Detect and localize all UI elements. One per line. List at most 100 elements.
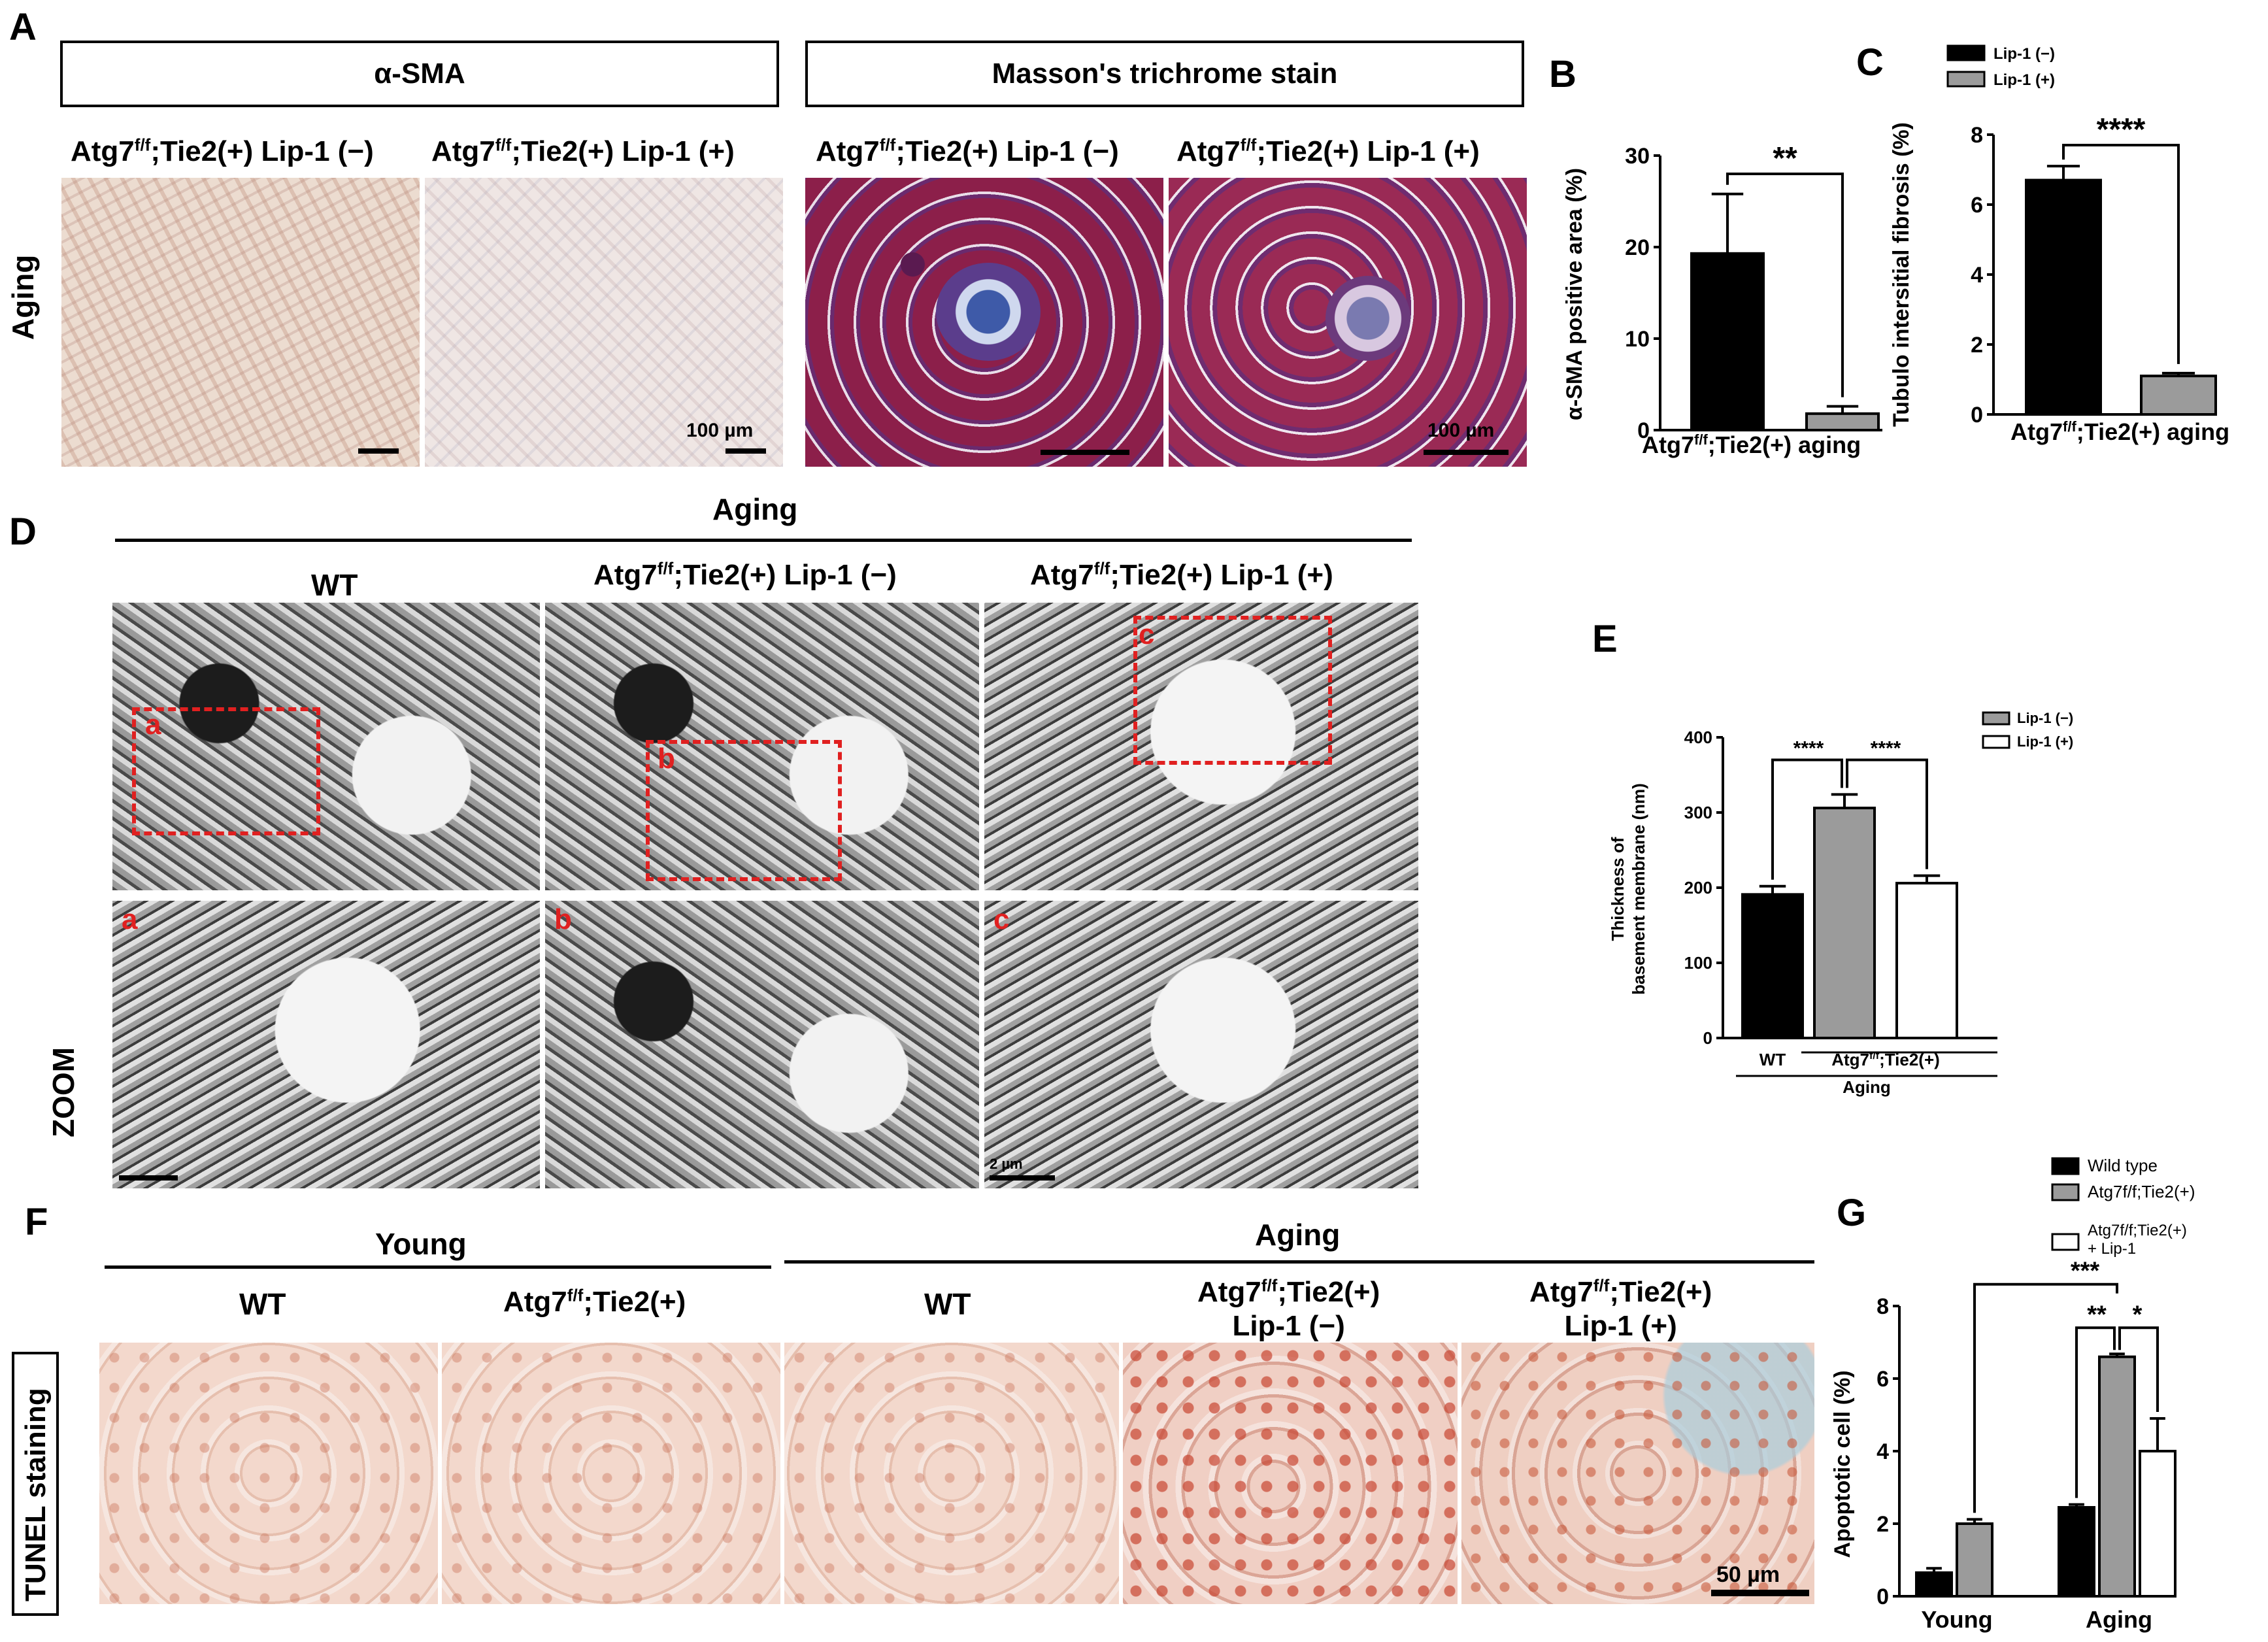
significance-bracket — [2062, 144, 2180, 364]
d-zoom-c: c 2 µm — [984, 901, 1418, 1188]
y-axis-label: Apoptotic cell (%) — [1830, 1370, 1855, 1558]
d-em-lip-plus: c — [984, 603, 1418, 890]
b-xlabel: Atg7f/f;Tie2(+) aging — [1642, 431, 1861, 458]
legend-swatch — [1982, 711, 2010, 726]
legend-label: Lip-1 (−) — [1993, 45, 2055, 63]
y-tick-label: 100 — [1684, 953, 1712, 973]
legend-label: Lip-1 (−) — [2017, 710, 2073, 726]
legend-swatch — [2051, 1233, 2080, 1251]
bar — [1741, 893, 1804, 1039]
legend-swatch — [1946, 71, 1986, 88]
a-image-asma-minus — [61, 178, 420, 467]
panel-label-d: D — [9, 511, 37, 553]
inset-label-a: a — [145, 709, 161, 741]
zoom-label-a: a — [122, 903, 138, 935]
d-header-line — [115, 539, 1412, 542]
significance-bracket — [1973, 1282, 2118, 1513]
y-tick-label: 20 — [1625, 235, 1650, 260]
f-image-young-wt — [99, 1343, 438, 1604]
y-tick-label: 8 — [1876, 1294, 1889, 1319]
legend-swatch — [1982, 735, 2010, 749]
significance-label: ** — [1773, 141, 1797, 176]
bar — [2140, 375, 2217, 416]
y-axis-label-line1: Thickness of — [1608, 837, 1627, 941]
y-tick-label: 6 — [1971, 193, 1983, 218]
f-row-label-box — [12, 1352, 59, 1616]
f-image-aging-lip-plus: 50 µm — [1461, 1343, 1814, 1604]
scale-bar — [990, 1175, 1055, 1181]
panel-label-b: B — [1549, 53, 1576, 95]
d-col-label-3: Atg7f/f;Tie2(+) Lip-1 (+) — [1030, 558, 1333, 591]
f-image-aging-lip-minus — [1123, 1343, 1458, 1604]
group-label: WT — [1759, 1050, 1786, 1069]
y-tick-label: 0 — [1703, 1028, 1712, 1048]
f-col-label-2: Atg7f/f;Tie2(+) — [503, 1285, 686, 1318]
f-row-label: TUNEL staining — [20, 1388, 52, 1601]
alpha-sma-box: α-SMA — [60, 41, 779, 107]
panel-label-c: C — [1856, 41, 1884, 84]
bar — [1956, 1522, 1993, 1598]
legend-label: + Lip-1 — [2088, 1240, 2136, 1258]
chart-b: 0 10 20 30 α-SMA positive area (%) ** — [1562, 141, 1882, 443]
scale-label: 100 µm — [1427, 420, 1495, 441]
panel-label-g: G — [1837, 1192, 1867, 1234]
inset-box-a — [132, 707, 320, 835]
a-col-label-3: Atg7f/f;Tie2(+) Lip-1 (−) — [816, 135, 1119, 167]
inset-label-b: b — [658, 743, 675, 775]
zoom-label-b: b — [554, 903, 572, 935]
group-caption: Aging — [1843, 1077, 1891, 1097]
bar — [2025, 178, 2102, 416]
significance-bracket — [1771, 758, 1843, 880]
significance-bracket — [2075, 1326, 2116, 1498]
y-tick-label: 0 — [1971, 403, 1983, 427]
chart-e: 0 100 200 300 400 Thickness of basement membra… — [1608, 710, 2073, 1097]
significance-label: **** — [1871, 738, 1901, 760]
masson-box: Masson's trichrome stain — [805, 41, 1524, 107]
scale-bar — [1424, 450, 1509, 455]
scale-bar — [358, 448, 399, 454]
y-axis-label: α-SMA positive area (%) — [1562, 168, 1587, 420]
f-aging-line — [784, 1260, 1814, 1264]
y-tick-label: 0 — [1876, 1584, 1889, 1609]
legend-label: Lip-1 (+) — [2017, 733, 2073, 750]
glomerulus — [1326, 276, 1410, 361]
significance-bracket — [1726, 173, 1844, 397]
bar — [1805, 412, 1880, 431]
scale-bar — [1041, 450, 1129, 455]
legend-label: Atg7f/f;Tie2(+) — [2088, 1182, 2195, 1201]
scale-bar — [1711, 1590, 1809, 1596]
y-axis-label-line2: basement membrane (nm) — [1629, 783, 1648, 995]
f-image-young-atg7 — [442, 1343, 780, 1604]
inset-box-c — [1133, 616, 1332, 765]
d-zoom-b: b — [545, 901, 979, 1188]
f-col-label-3: WT — [924, 1287, 971, 1321]
bar — [1690, 252, 1765, 432]
y-tick-label: 30 — [1625, 144, 1650, 169]
scale-bar — [725, 448, 766, 454]
d-em-wt: a — [112, 603, 540, 890]
f-header-aging: Aging — [1255, 1218, 1341, 1252]
significance-label: *** — [2071, 1258, 2100, 1285]
significance-label: **** — [2097, 112, 2146, 147]
panel-label-f: F — [25, 1201, 48, 1243]
f-young-line — [105, 1265, 771, 1269]
bar — [1813, 807, 1876, 1039]
bar — [2058, 1506, 2095, 1598]
bar — [2139, 1450, 2176, 1598]
panel-label-e: E — [1592, 618, 1618, 660]
y-tick-label: 2 — [1876, 1512, 1889, 1537]
glomerulus — [936, 263, 1041, 361]
panel-label-a: A — [9, 6, 37, 48]
significance-bracket — [1846, 758, 1928, 869]
y-axis-label: Tubulo intersitial fibrosis (%) — [1889, 122, 1914, 427]
f-col-label-5: Atg7f/f;Tie2(+) Lip-1 (+) — [1529, 1275, 1712, 1342]
y-tick-label: 4 — [1971, 263, 1983, 288]
d-col-label-1: WT — [311, 568, 358, 602]
scale-label: 50 µm — [1716, 1562, 1780, 1587]
a-image-masson-plus: 100 µm — [1169, 178, 1527, 467]
bar — [1895, 882, 1958, 1039]
zoom-label-c: c — [993, 903, 1010, 935]
significance-bracket — [2118, 1326, 2159, 1413]
x-tick-label: Aging — [2086, 1606, 2152, 1633]
